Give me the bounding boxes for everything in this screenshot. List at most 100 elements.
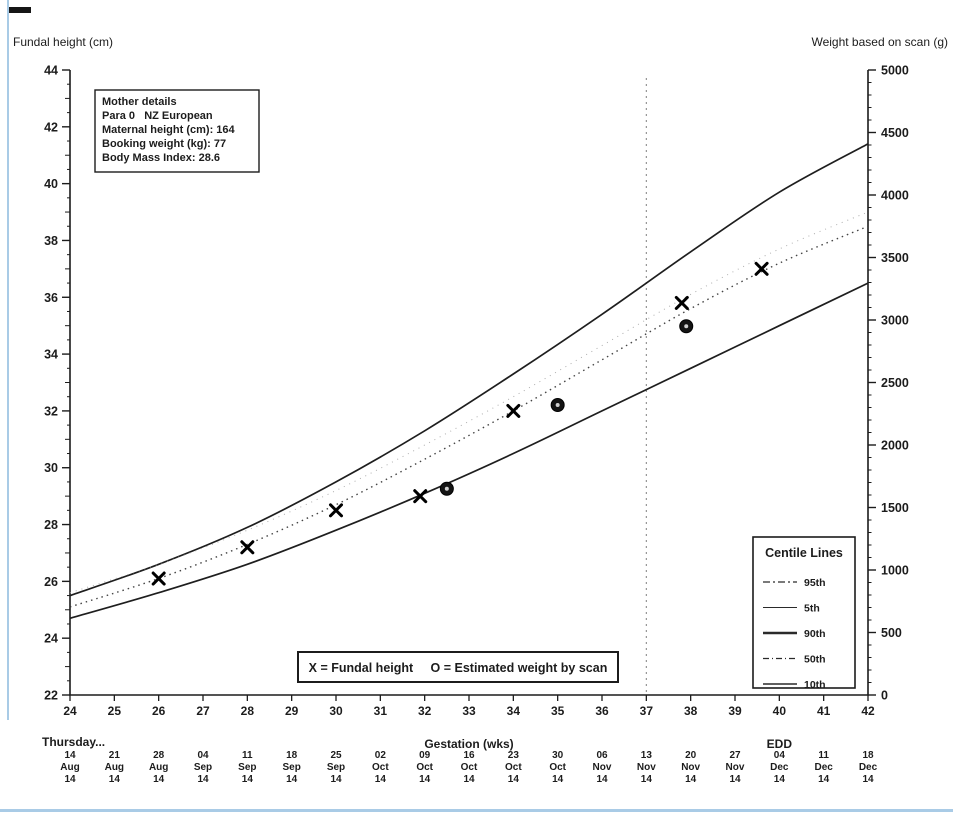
centile-legend-label: 90th	[804, 628, 826, 640]
mother-details-height: Maternal height (cm): 164	[102, 124, 236, 136]
left-axis-title: Fundal height (cm)	[13, 35, 113, 49]
centile-curve-90th	[69, 143, 869, 597]
date-label: 28	[153, 750, 165, 761]
marker-legend-text: X = Fundal height O = Estimated weight b…	[309, 661, 608, 675]
left-axis-tick-label: 38	[44, 234, 58, 248]
left-axis-tick-label: 32	[44, 404, 58, 418]
date-label: 14	[862, 774, 874, 785]
right-axis-tick-label: 0	[881, 689, 888, 703]
date-label: 20	[685, 750, 697, 761]
date-label: Dec	[770, 762, 789, 773]
right-axis-title: Weight based on scan (g)	[811, 35, 948, 49]
date-label: 06	[596, 750, 608, 761]
centile-legend-entry: 10th	[763, 679, 826, 691]
gestation-week-label: 24	[63, 704, 77, 718]
x-marker-icon	[413, 489, 428, 504]
gestation-week-label: 34	[507, 704, 521, 718]
gestation-week-label: 36	[595, 704, 609, 718]
x-axis-label: Gestation (wks)	[424, 737, 513, 751]
gestation-week-label: 31	[374, 704, 388, 718]
axes-layer: 22 24 26 28 30 32 34 36 38 40 42 44 0 500 1000 1500 2000…	[44, 64, 909, 786]
date-label: Aug	[149, 762, 168, 773]
date-label: Sep	[238, 762, 256, 773]
date-label: Oct	[505, 762, 522, 773]
gestation-week-label: 29	[285, 704, 299, 718]
gestation-week-label: 42	[861, 704, 875, 718]
left-axis-tick-label: 28	[44, 518, 58, 532]
centile-legend-label: 5th	[804, 602, 820, 614]
x-marker-icon	[151, 571, 166, 586]
x-marker-icon	[329, 503, 343, 518]
x-marker-icon	[240, 540, 255, 555]
right-axis-tick-label: 1000	[881, 564, 909, 578]
right-axis-tick-label: 3000	[881, 314, 909, 328]
date-label: 02	[375, 750, 387, 761]
date-label: 14	[463, 774, 475, 785]
date-label: 14	[774, 774, 786, 785]
date-label: 14	[818, 774, 830, 785]
date-label: 11	[818, 750, 829, 761]
date-label: Sep	[327, 762, 345, 773]
right-axis-tick-label: 4000	[881, 189, 909, 203]
date-label: 11	[242, 750, 253, 761]
date-label: 14	[64, 774, 76, 785]
gestation-week-label: 28	[241, 704, 255, 718]
date-label: Dec	[814, 762, 833, 773]
centile-legend-label: 50th	[804, 653, 826, 665]
date-label: 14	[330, 774, 342, 785]
mother-details-para: Para 0 NZ European	[102, 110, 213, 122]
right-axis-tick-label: 1500	[881, 501, 909, 515]
right-axis-tick-label: 4500	[881, 126, 909, 140]
date-label: Sep	[282, 762, 300, 773]
mother-details-box: Mother details Para 0 NZ European Matern…	[94, 89, 260, 173]
mother-details-weight: Booking weight (kg): 77	[102, 138, 226, 150]
date-label: 23	[508, 750, 520, 761]
centile-curve-50th	[69, 225, 869, 608]
gestation-week-label: 41	[817, 704, 831, 718]
date-label: 14	[197, 774, 209, 785]
date-label: 14	[286, 774, 298, 785]
gestation-week-label: 26	[152, 704, 166, 718]
gestation-week-label: 27	[196, 704, 210, 718]
date-label: 25	[330, 750, 342, 761]
o-marker-center	[444, 486, 449, 491]
centile-curves-layer	[69, 143, 869, 620]
fundal-height-point	[329, 503, 343, 518]
gestation-week-label: 35	[551, 704, 565, 718]
x-marker-icon	[506, 403, 521, 418]
left-axis-tick-label: 34	[44, 348, 58, 362]
left-axis-tick-label: 26	[44, 575, 58, 589]
mother-details-bmi: Body Mass Index: 28.6	[102, 152, 220, 164]
centile-legend-entry: 5th	[763, 602, 820, 614]
scan-weight-point	[439, 481, 454, 496]
centile-curve-10th	[69, 282, 869, 620]
gestation-week-label: 39	[728, 704, 742, 718]
date-label: 09	[419, 750, 431, 761]
fundal-height-point	[506, 403, 521, 418]
left-axis-tick-label: 36	[44, 291, 58, 305]
date-label: Oct	[549, 762, 566, 773]
date-label: Oct	[372, 762, 389, 773]
fundal-height-point	[151, 571, 166, 586]
gestation-week-label: 32	[418, 704, 432, 718]
date-label: 21	[109, 750, 121, 761]
date-label: 14	[641, 774, 653, 785]
scan-edge-bottom	[0, 809, 953, 812]
date-label: 04	[197, 750, 209, 761]
right-axis-tick-label: 5000	[881, 64, 909, 78]
date-label: 18	[286, 750, 298, 761]
fundal-height-point	[240, 540, 255, 555]
left-axis-tick-label: 40	[44, 177, 58, 191]
date-label: 14	[419, 774, 431, 785]
left-axis-tick-label: 30	[44, 461, 58, 475]
right-axis-tick-label: 2000	[881, 439, 909, 453]
left-axis-tick-label: 22	[44, 689, 58, 703]
edd-label: EDD	[767, 737, 793, 751]
date-label: Nov	[593, 762, 612, 773]
centile-legend-box: Centile Lines 95th 5th 90th 50th 10th	[752, 536, 856, 691]
centile-legend-label: 10th	[804, 679, 826, 691]
o-marker-center	[555, 403, 560, 407]
date-label: 14	[153, 774, 165, 785]
